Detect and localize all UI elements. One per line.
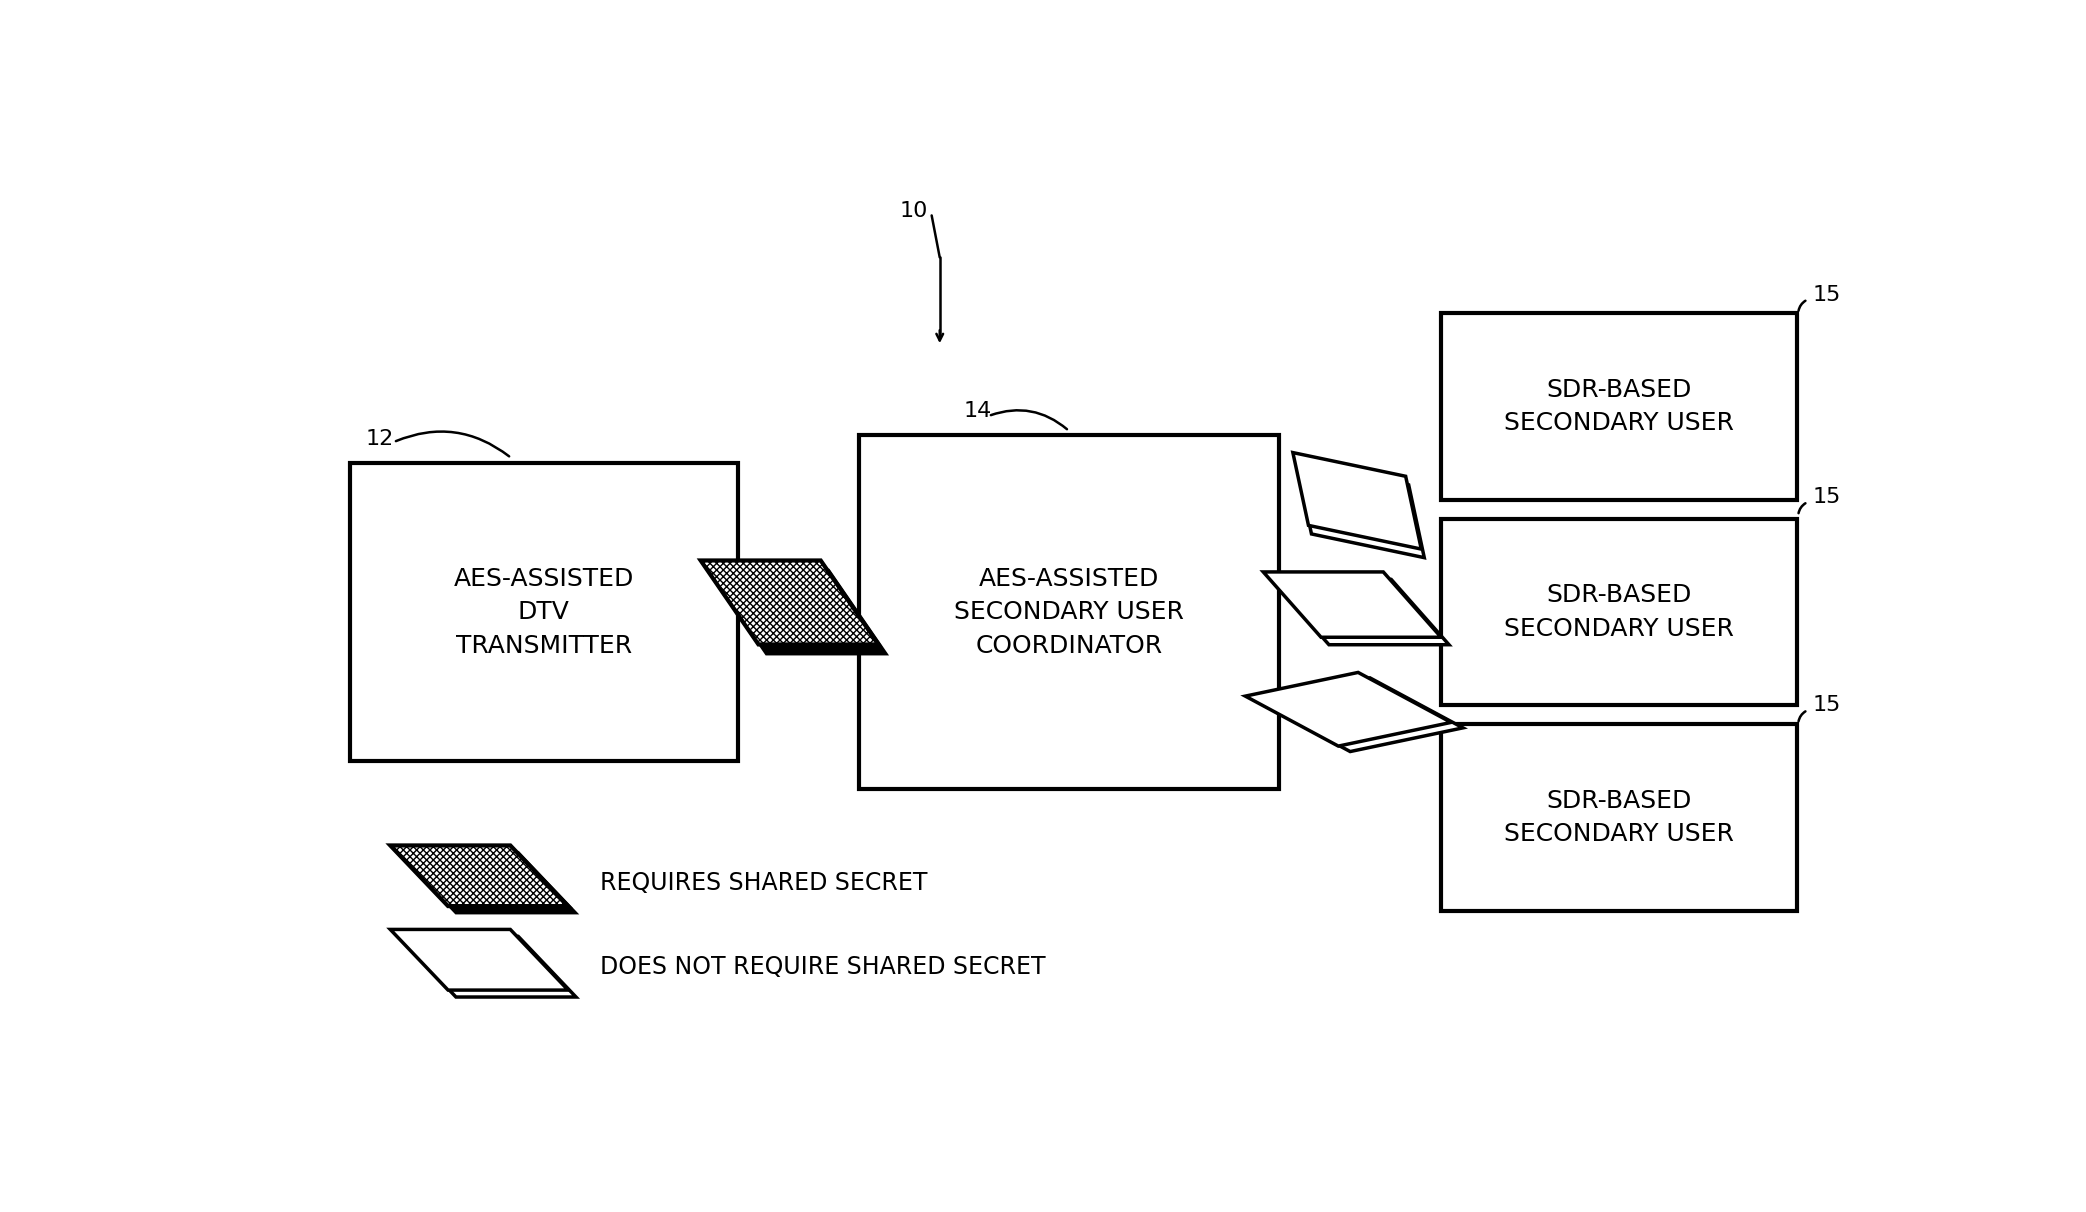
Text: 15: 15 xyxy=(1813,696,1842,715)
Text: SDR-BASED
SECONDARY USER: SDR-BASED SECONDARY USER xyxy=(1504,789,1733,846)
Bar xyxy=(350,463,738,761)
Bar xyxy=(1441,314,1796,501)
Polygon shape xyxy=(1258,678,1462,751)
Text: SDR-BASED
SECONDARY USER: SDR-BASED SECONDARY USER xyxy=(1504,583,1733,641)
Polygon shape xyxy=(390,930,567,990)
Bar xyxy=(1441,724,1796,910)
Polygon shape xyxy=(1293,452,1421,549)
Polygon shape xyxy=(1270,579,1450,645)
Polygon shape xyxy=(1264,572,1441,638)
Polygon shape xyxy=(1295,461,1425,558)
Text: 15: 15 xyxy=(1813,487,1842,508)
Text: 10: 10 xyxy=(899,201,928,221)
Text: REQUIRES SHARED SECRET: REQUIRES SHARED SECRET xyxy=(601,870,928,894)
Polygon shape xyxy=(709,570,887,654)
Text: 15: 15 xyxy=(1813,285,1842,304)
Bar xyxy=(859,435,1279,789)
Bar xyxy=(1441,519,1796,705)
Text: 14: 14 xyxy=(964,401,993,422)
Text: AES-ASSISTED
SECONDARY USER
COORDINATOR: AES-ASSISTED SECONDARY USER COORDINATOR xyxy=(953,566,1185,658)
Text: 12: 12 xyxy=(365,429,394,450)
Polygon shape xyxy=(701,560,878,645)
Polygon shape xyxy=(390,846,567,907)
Text: AES-ASSISTED
DTV
TRANSMITTER: AES-ASSISTED DTV TRANSMITTER xyxy=(453,566,634,658)
Text: DOES NOT REQUIRE SHARED SECRET: DOES NOT REQUIRE SHARED SECRET xyxy=(601,955,1045,979)
Polygon shape xyxy=(1245,673,1452,747)
Polygon shape xyxy=(398,852,576,913)
Polygon shape xyxy=(398,937,576,997)
Text: SDR-BASED
SECONDARY USER: SDR-BASED SECONDARY USER xyxy=(1504,378,1733,435)
